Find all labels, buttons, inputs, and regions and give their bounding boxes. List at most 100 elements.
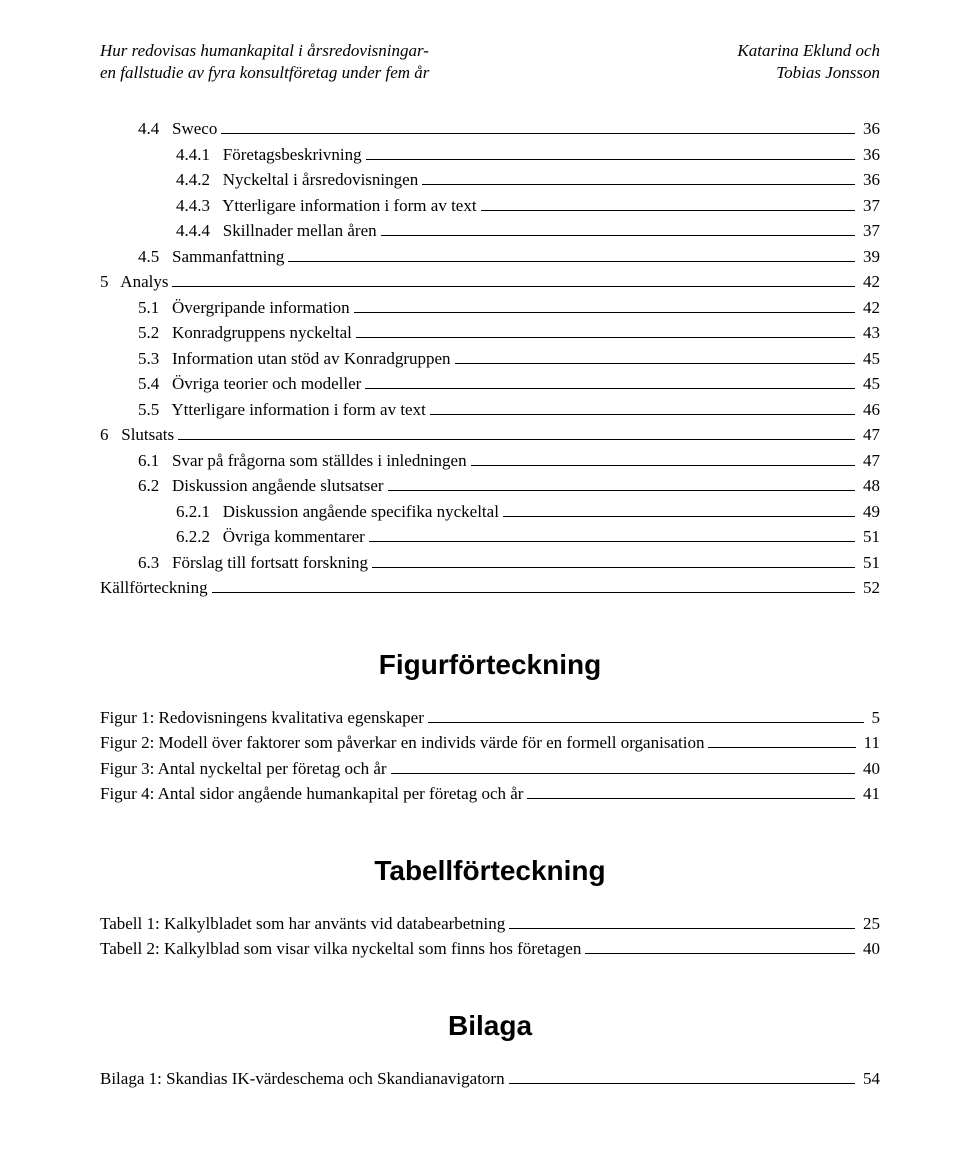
toc-entry-page: 48 xyxy=(859,473,880,499)
toc-leader-line xyxy=(527,798,855,799)
toc-entry-label: 5.2 Konradgruppens nyckeltal xyxy=(138,320,352,346)
toc-entry-page: 46 xyxy=(859,397,880,423)
toc-leader-line xyxy=(471,465,855,466)
toc-entry-label: 4.4.3 Ytterligare information i form av … xyxy=(176,193,477,219)
toc-leader-line xyxy=(288,261,855,262)
toc-entry-page: 39 xyxy=(859,244,880,270)
page-header: Hur redovisas humankapital i årsredovisn… xyxy=(100,40,880,84)
toc-entry-page: 47 xyxy=(859,448,880,474)
toc-entry-page: 52 xyxy=(859,575,880,601)
toc-entry-label: Figur 1: Redovisningens kvalitativa egen… xyxy=(100,705,424,731)
toc-leader-line xyxy=(366,159,855,160)
toc-leader-line xyxy=(172,286,855,287)
toc-entry-page: 36 xyxy=(859,116,880,142)
toc-entry-label: 6.1 Svar på frågorna som ställdes i inle… xyxy=(138,448,467,474)
toc-entry-page: 36 xyxy=(859,167,880,193)
toc-entry-page: 40 xyxy=(859,756,880,782)
toc-leader-line xyxy=(369,541,855,542)
toc-entry-page: 11 xyxy=(860,730,880,756)
toc-leader-line xyxy=(455,363,855,364)
appendix-heading: Bilaga xyxy=(100,1010,880,1042)
toc-entry-label: 4.4.1 Företagsbeskrivning xyxy=(176,142,362,168)
toc-leader-line xyxy=(430,414,855,415)
toc-entry-page: 43 xyxy=(859,320,880,346)
toc-leader-line xyxy=(391,773,855,774)
table-of-contents: 4.4 Sweco364.4.1 Företagsbeskrivning364.… xyxy=(100,116,880,601)
toc-entry: 6.2.1 Diskussion angående specifika nyck… xyxy=(100,499,880,525)
toc-entry: 6.3 Förslag till fortsatt forskning 51 xyxy=(100,550,880,576)
toc-entry-page: 36 xyxy=(859,142,880,168)
toc-entry: Tabell 1: Kalkylbladet som har använts v… xyxy=(100,911,880,937)
header-left-line1: Hur redovisas humankapital i årsredovisn… xyxy=(100,40,429,62)
toc-leader-line xyxy=(585,953,855,954)
toc-entry: 6.1 Svar på frågorna som ställdes i inle… xyxy=(100,448,880,474)
toc-entry-label: 5.5 Ytterligare information i form av te… xyxy=(138,397,426,423)
toc-leader-line xyxy=(509,1083,855,1084)
toc-entry: 4.4.1 Företagsbeskrivning 36 xyxy=(100,142,880,168)
toc-entry-label: Tabell 2: Kalkylblad som visar vilka nyc… xyxy=(100,936,581,962)
header-left: Hur redovisas humankapital i årsredovisn… xyxy=(100,40,429,84)
toc-leader-line xyxy=(708,747,855,748)
toc-entry-page: 5 xyxy=(868,705,881,731)
toc-leader-line xyxy=(428,722,864,723)
toc-leader-line xyxy=(221,133,855,134)
toc-entry-page: 45 xyxy=(859,346,880,372)
header-right-line2: Tobias Jonsson xyxy=(737,62,880,84)
toc-entry-page: 41 xyxy=(859,781,880,807)
toc-leader-line xyxy=(381,235,855,236)
toc-entry: Bilaga 1: Skandias IK-värdeschema och Sk… xyxy=(100,1066,880,1092)
table-list-heading: Tabellförteckning xyxy=(100,855,880,887)
toc-entry-label: 6.2 Diskussion angående slutsatser xyxy=(138,473,384,499)
toc-entry-label: 6.2.2 Övriga kommentarer xyxy=(176,524,365,550)
toc-leader-line xyxy=(509,928,855,929)
toc-entry-page: 42 xyxy=(859,295,880,321)
toc-leader-line xyxy=(503,516,855,517)
toc-entry: 5.4 Övriga teorier och modeller 45 xyxy=(100,371,880,397)
toc-entry-page: 25 xyxy=(859,911,880,937)
toc-entry-label: 5 Analys xyxy=(100,269,168,295)
toc-entry: 4.4.4 Skillnader mellan åren 37 xyxy=(100,218,880,244)
toc-entry-label: 6.3 Förslag till fortsatt forskning xyxy=(138,550,368,576)
toc-leader-line xyxy=(212,592,855,593)
toc-entry-label: 4.4.2 Nyckeltal i årsredovisningen xyxy=(176,167,418,193)
toc-entry-page: 51 xyxy=(859,550,880,576)
toc-entry: Källförteckning 52 xyxy=(100,575,880,601)
toc-leader-line xyxy=(365,388,855,389)
toc-entry: 6.2.2 Övriga kommentarer 51 xyxy=(100,524,880,550)
table-list: Tabell 1: Kalkylbladet som har använts v… xyxy=(100,911,880,962)
toc-entry-page: 54 xyxy=(859,1066,880,1092)
toc-entry-page: 51 xyxy=(859,524,880,550)
toc-entry-label: Figur 2: Modell över faktorer som påverk… xyxy=(100,730,704,756)
toc-entry-page: 45 xyxy=(859,371,880,397)
toc-entry-label: Figur 3: Antal nyckeltal per företag och… xyxy=(100,756,387,782)
toc-leader-line xyxy=(422,184,855,185)
toc-leader-line xyxy=(354,312,855,313)
toc-leader-line xyxy=(481,210,855,211)
toc-entry-label: 5.3 Information utan stöd av Konradgrupp… xyxy=(138,346,451,372)
toc-entry-page: 42 xyxy=(859,269,880,295)
toc-entry-label: 6.2.1 Diskussion angående specifika nyck… xyxy=(176,499,499,525)
figure-list-heading: Figurförteckning xyxy=(100,649,880,681)
header-right-line1: Katarina Eklund och xyxy=(737,40,880,62)
toc-entry-page: 37 xyxy=(859,218,880,244)
toc-entry: Figur 4: Antal sidor angående humankapit… xyxy=(100,781,880,807)
toc-entry-label: 4.4.4 Skillnader mellan åren xyxy=(176,218,377,244)
toc-entry-label: 5.1 Övergripande information xyxy=(138,295,350,321)
toc-leader-line xyxy=(372,567,855,568)
toc-entry: 4.4.3 Ytterligare information i form av … xyxy=(100,193,880,219)
toc-leader-line xyxy=(356,337,855,338)
toc-entry: 5 Analys 42 xyxy=(100,269,880,295)
toc-leader-line xyxy=(388,490,855,491)
toc-entry-label: 4.5 Sammanfattning xyxy=(138,244,284,270)
header-right: Katarina Eklund och Tobias Jonsson xyxy=(737,40,880,84)
toc-entry-label: Figur 4: Antal sidor angående humankapit… xyxy=(100,781,523,807)
toc-leader-line xyxy=(178,439,855,440)
toc-entry-label: 5.4 Övriga teorier och modeller xyxy=(138,371,361,397)
toc-entry: 5.5 Ytterligare information i form av te… xyxy=(100,397,880,423)
toc-entry: 4.4.2 Nyckeltal i årsredovisningen 36 xyxy=(100,167,880,193)
toc-entry: 5.3 Information utan stöd av Konradgrupp… xyxy=(100,346,880,372)
toc-entry-page: 37 xyxy=(859,193,880,219)
toc-entry-page: 47 xyxy=(859,422,880,448)
toc-entry: Figur 2: Modell över faktorer som påverk… xyxy=(100,730,880,756)
toc-entry-label: Källförteckning xyxy=(100,575,208,601)
